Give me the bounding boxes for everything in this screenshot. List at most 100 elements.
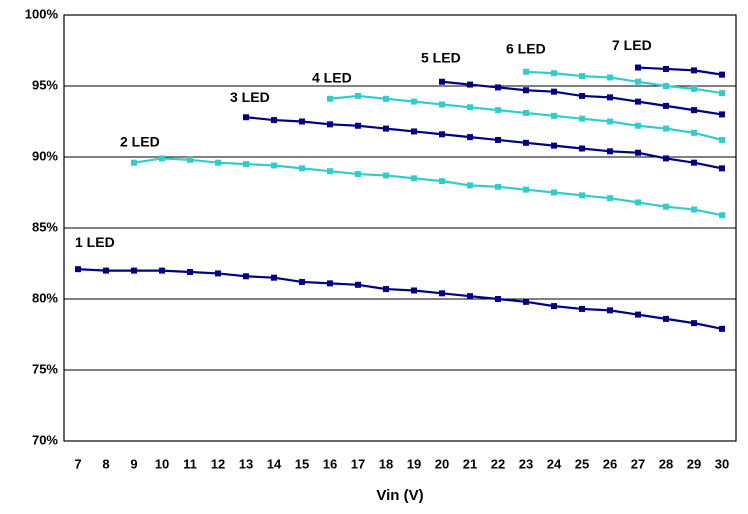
marker xyxy=(663,102,669,109)
marker xyxy=(719,325,725,332)
x-tick-label: 25 xyxy=(575,456,589,471)
marker xyxy=(327,121,333,128)
series-label: 5 LED xyxy=(421,49,461,65)
marker xyxy=(719,111,725,118)
marker xyxy=(467,182,473,189)
x-axis-label: Vin (V) xyxy=(376,487,423,504)
marker xyxy=(411,128,417,135)
marker xyxy=(411,175,417,182)
marker xyxy=(327,280,333,287)
marker xyxy=(523,87,529,94)
marker xyxy=(663,83,669,89)
marker xyxy=(607,195,613,202)
marker xyxy=(579,192,585,199)
marker xyxy=(635,64,641,71)
marker xyxy=(383,172,389,179)
marker xyxy=(411,287,417,294)
marker xyxy=(439,78,445,85)
x-tick-label: 27 xyxy=(631,456,645,471)
x-tick-label: 21 xyxy=(463,456,477,471)
y-tick-label: 95% xyxy=(32,77,58,92)
marker xyxy=(719,165,725,172)
marker xyxy=(355,122,361,129)
marker xyxy=(383,125,389,132)
y-tick-label: 90% xyxy=(32,148,58,163)
marker xyxy=(439,101,445,108)
series-line xyxy=(133,157,723,217)
marker xyxy=(467,134,473,141)
marker xyxy=(439,131,445,138)
marker xyxy=(355,92,361,99)
marker xyxy=(439,290,445,297)
marker xyxy=(635,149,641,156)
marker xyxy=(663,203,669,210)
series-line xyxy=(329,94,723,142)
marker xyxy=(187,269,193,276)
marker xyxy=(691,159,697,166)
marker xyxy=(579,92,585,99)
marker xyxy=(75,266,81,273)
series-label: 6 LED xyxy=(506,41,546,57)
marker xyxy=(271,117,277,124)
marker xyxy=(355,281,361,288)
marker xyxy=(495,183,501,190)
marker xyxy=(691,206,697,213)
y-tick-label: 75% xyxy=(32,361,58,376)
y-tick-label: 70% xyxy=(32,432,58,447)
marker xyxy=(691,85,697,92)
x-tick-label: 30 xyxy=(715,456,729,471)
series-line xyxy=(245,116,723,170)
series-line xyxy=(525,70,723,95)
marker xyxy=(271,274,277,281)
x-tick-label: 14 xyxy=(267,456,282,471)
marker xyxy=(579,145,585,152)
y-tick-label: 85% xyxy=(32,219,58,234)
marker xyxy=(719,212,725,219)
x-tick-label: 17 xyxy=(351,456,365,471)
marker xyxy=(523,109,529,116)
marker xyxy=(607,74,613,81)
marker xyxy=(243,161,249,168)
marker xyxy=(159,155,165,162)
marker xyxy=(719,90,725,97)
marker xyxy=(215,159,221,166)
marker xyxy=(299,165,305,172)
marker xyxy=(691,107,697,114)
marker xyxy=(551,112,557,119)
marker xyxy=(131,267,137,274)
marker xyxy=(607,118,613,125)
marker xyxy=(691,67,697,74)
marker xyxy=(439,178,445,185)
x-tick-label: 11 xyxy=(183,456,197,471)
marker xyxy=(495,107,501,114)
series-label: 1 LED xyxy=(75,234,115,250)
marker xyxy=(551,189,557,196)
series-label: 4 LED xyxy=(312,69,352,85)
marker xyxy=(327,168,333,175)
x-tick-label: 12 xyxy=(211,456,225,471)
x-tick-label: 19 xyxy=(407,456,421,471)
marker xyxy=(495,296,501,302)
marker xyxy=(691,320,697,327)
marker xyxy=(635,199,641,206)
marker xyxy=(215,270,221,277)
x-tick-label: 7 xyxy=(74,456,81,471)
marker xyxy=(663,65,669,72)
x-tick-label: 9 xyxy=(130,456,137,471)
series-label: 2 LED xyxy=(120,133,160,149)
x-tick-label: 22 xyxy=(491,456,505,471)
marker xyxy=(663,125,669,132)
marker xyxy=(271,162,277,169)
marker xyxy=(131,159,137,166)
marker xyxy=(383,95,389,102)
marker xyxy=(607,148,613,155)
marker xyxy=(187,156,193,163)
y-tick-label: 80% xyxy=(32,290,58,305)
series-line xyxy=(77,268,723,330)
marker xyxy=(327,95,333,102)
marker xyxy=(551,70,557,77)
marker xyxy=(523,68,529,75)
x-tick-label: 23 xyxy=(519,456,533,471)
marker xyxy=(635,98,641,105)
